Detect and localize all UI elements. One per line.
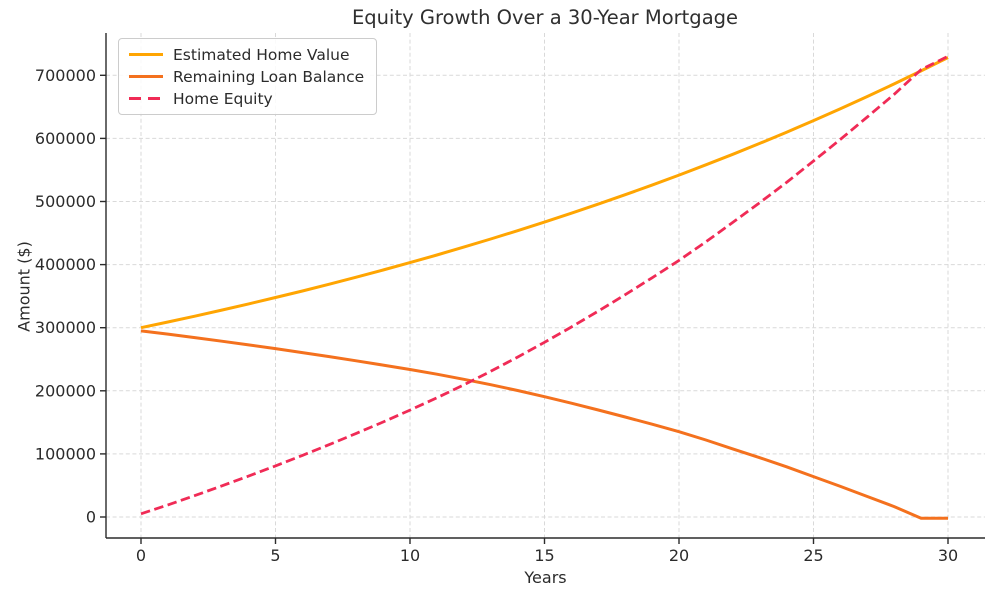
y-axis-label: Amount ($): [14, 241, 34, 332]
series-line-home-equity: [140, 55, 949, 516]
legend-swatch-home-equity: [129, 96, 163, 101]
y-tick-label: 700000: [35, 66, 96, 85]
y-tick-label: 600000: [35, 129, 96, 148]
x-tick-label: 5: [270, 546, 280, 565]
tick-labels: 0 5 10 15 20 25 30 0 100000 200000 300000 400000 500…: [35, 66, 958, 565]
x-tick-label: 25: [803, 546, 823, 565]
tick-marks: [100, 74, 949, 544]
y-tick-label: 400000: [35, 255, 96, 274]
legend: Estimated Home Value Remaining Loan Balan…: [118, 38, 378, 115]
y-tick-label: 500000: [35, 192, 96, 211]
y-tick-label: 200000: [35, 381, 96, 400]
x-tick-label: 20: [669, 546, 689, 565]
legend-swatch-estimated-home-value: [129, 52, 163, 57]
x-tick-label: 10: [400, 546, 420, 565]
x-tick-label: 0: [136, 546, 146, 565]
legend-label-remaining-loan-balance: Remaining Loan Balance: [173, 67, 365, 86]
series-line-estimated-home-value: [140, 56, 949, 330]
legend-item-estimated-home-value: Estimated Home Value: [129, 45, 364, 64]
series-line-remaining-loan-balance: [140, 329, 948, 520]
y-tick-label: 300000: [35, 318, 96, 337]
gridlines: [106, 33, 985, 538]
x-tick-label: 15: [534, 546, 554, 565]
x-axis-label: Years: [524, 568, 567, 587]
y-tick-label: 100000: [35, 444, 96, 463]
x-tick-label: 30: [938, 546, 958, 565]
legend-item-home-equity: Home Equity: [129, 89, 364, 108]
legend-swatch-remaining-loan-balance: [129, 74, 163, 79]
legend-label-home-equity: Home Equity: [173, 89, 273, 108]
y-tick-label: 0: [86, 508, 96, 527]
legend-item-remaining-loan-balance: Remaining Loan Balance: [129, 67, 365, 86]
legend-label-estimated-home-value: Estimated Home Value: [173, 45, 350, 64]
chart-title: Equity Growth Over a 30-Year Mortgage: [351, 6, 739, 29]
